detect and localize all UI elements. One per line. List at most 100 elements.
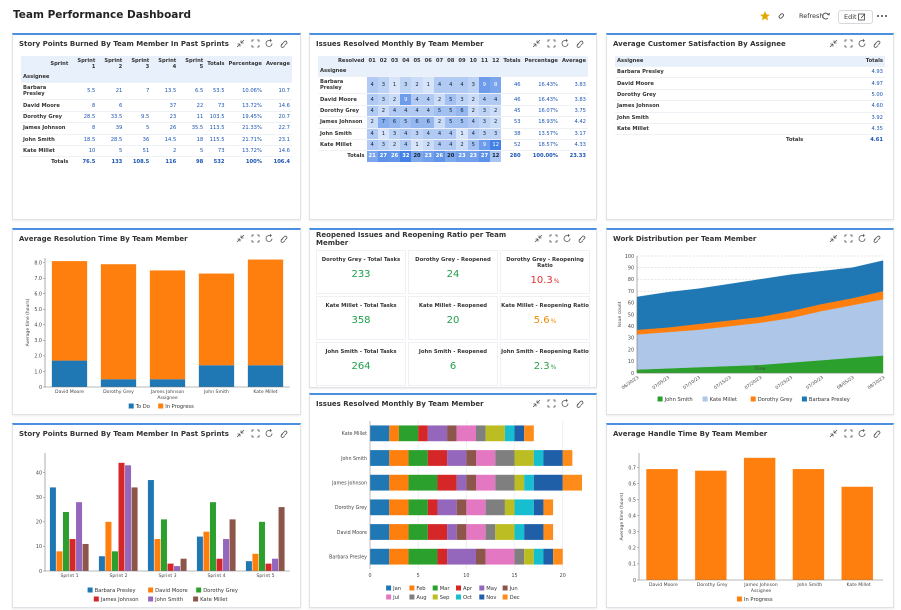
heat-cell: 9 (400, 93, 412, 106)
table-cell: 38 (501, 127, 523, 140)
table-cell: 2 (151, 144, 179, 157)
kpi-label: Dorothy Grey - Reopening Ratio (506, 257, 584, 269)
x-tick-label: 07/10/23 (682, 375, 702, 391)
bar (174, 566, 181, 571)
bar (56, 551, 63, 571)
panel: Issues Resolved Monthly By Team Member 0 5… (309, 393, 597, 608)
column-header: Percentage (522, 56, 560, 66)
table-cell: 16.43% (522, 75, 560, 94)
header-cell (226, 72, 264, 83)
heat-cell: 4 (366, 104, 378, 117)
chart: 0 0.1 0.2 0.3 0.4 0.5 0.6 0.7 David Moore Dorothy… (619, 453, 883, 603)
table-cell: 23.33 (559, 150, 588, 162)
link-icon (280, 430, 288, 438)
refresh-icon (265, 234, 273, 242)
legend-swatch (158, 403, 164, 409)
table-cell: 52 (501, 138, 523, 151)
header-row: Resolved 01 02 03 04 05 06 07 08 09 10 11 12 Totals Pe… (318, 56, 588, 66)
heat-cell: 2 (433, 116, 446, 128)
table-cell: 4.60 (805, 100, 885, 112)
panel: Reopened Issues and Reopening Ratio per … (309, 228, 597, 388)
x-tick-label: Kate Millet (253, 389, 277, 395)
kpi-card: Dorothy Grey - Reopening Ratio 10.3% (500, 250, 590, 294)
panel-icons (532, 399, 584, 408)
top-bar: Team Performance Dashboard Refresh Edit (0, 0, 901, 30)
x-tick-label: 08/10/23 (867, 375, 887, 391)
panel: Average Resolution Time By Team Member 0 1… (12, 228, 301, 415)
legend-label: Dorothy Grey (758, 397, 793, 403)
kpi-value-wrap: 233 (351, 269, 370, 280)
collapse-icon (829, 429, 838, 438)
y-tick-label: 0.7 (628, 465, 636, 471)
refresh-icon (561, 399, 569, 407)
kpi-card: Kate Millet - Reopening Ratio 5.6% (500, 296, 590, 340)
area (636, 260, 884, 330)
edit-button[interactable]: Edit (838, 10, 873, 24)
bar (131, 487, 138, 571)
kpi-label: Kate Millet - Total Tasks (325, 303, 397, 309)
y-tick-label: 0.1 (628, 562, 636, 568)
bar-segment (198, 365, 235, 387)
x-tick-label: 07/30/23 (805, 375, 825, 391)
heat-cell: 3 (478, 104, 491, 117)
panel-header: Story Points Burned By Team Member In Pa… (13, 35, 300, 53)
column-header: 04 (400, 56, 412, 66)
table-cell: 13.57% (522, 127, 560, 140)
more-icon[interactable] (876, 14, 888, 18)
collapse-icon (534, 234, 543, 243)
legend-label: Jun (509, 586, 518, 592)
x-tick-label: David Moore (649, 582, 678, 588)
bar (105, 521, 112, 571)
bar (62, 512, 69, 571)
panel-header: Story Points Burned By Team Member In Pa… (13, 425, 300, 443)
bar-segment (514, 425, 525, 442)
column-header: 07 (433, 56, 446, 66)
refresh-button[interactable]: Refresh (794, 10, 829, 22)
heat-cell: 4 (388, 104, 401, 117)
bar (695, 470, 727, 580)
y-tick-label: 50 (628, 312, 634, 318)
link-icon (576, 40, 584, 48)
table-row: Kate Millet 4.35 (615, 122, 885, 135)
panel-header: Work Distribution per Team Member (607, 230, 893, 248)
table-cell: 21.71% (226, 133, 264, 146)
table-cell: 53.5 (205, 81, 227, 100)
table-cell: 21.33% (226, 122, 264, 134)
table-cell: 33.5 (97, 110, 125, 123)
toolbar-icons[interactable] (760, 11, 790, 21)
heat-cell: 5 (467, 138, 479, 151)
x-tick-label: Kate Millet (846, 582, 870, 588)
row-header: Assignee (21, 72, 71, 83)
column-header: Totals (205, 56, 227, 72)
panel-title: Story Points Burned By Team Member In Pa… (19, 40, 229, 48)
heat-cell: 2 (456, 138, 468, 151)
bar-segment (514, 548, 525, 565)
table-cell: 35.5 (178, 122, 206, 134)
table-cell: 13.5 (151, 81, 179, 100)
header-cell (478, 66, 491, 77)
refresh-icon (858, 39, 866, 47)
heat-cell: 2 (388, 138, 401, 151)
x-tick-label: 5 (417, 573, 420, 579)
heat-cell: 12 (490, 150, 502, 162)
legend-swatch (432, 585, 438, 591)
bar-segment (524, 425, 534, 442)
header-cell (559, 66, 588, 77)
y-tick-label: 20 (628, 347, 634, 353)
column-header: Totals (805, 56, 885, 67)
legend-label: Feb (416, 586, 426, 592)
heat-cell: 4 (400, 104, 412, 117)
x-tick-label: James Johnson (743, 582, 778, 588)
legend-swatch (502, 585, 508, 591)
legend-swatch (479, 594, 485, 600)
fullscreen-icon (844, 39, 853, 48)
heat-cell: 2 (490, 104, 502, 117)
bar-segment (427, 425, 448, 442)
kpi-value-wrap: 264 (351, 361, 370, 372)
bar-segment (408, 499, 428, 516)
table-cell: 19.45% (226, 110, 264, 123)
y-tick-label: 10 (628, 359, 634, 365)
bar (118, 462, 125, 571)
fullscreen-icon (844, 429, 853, 438)
bar-segment (524, 474, 534, 491)
